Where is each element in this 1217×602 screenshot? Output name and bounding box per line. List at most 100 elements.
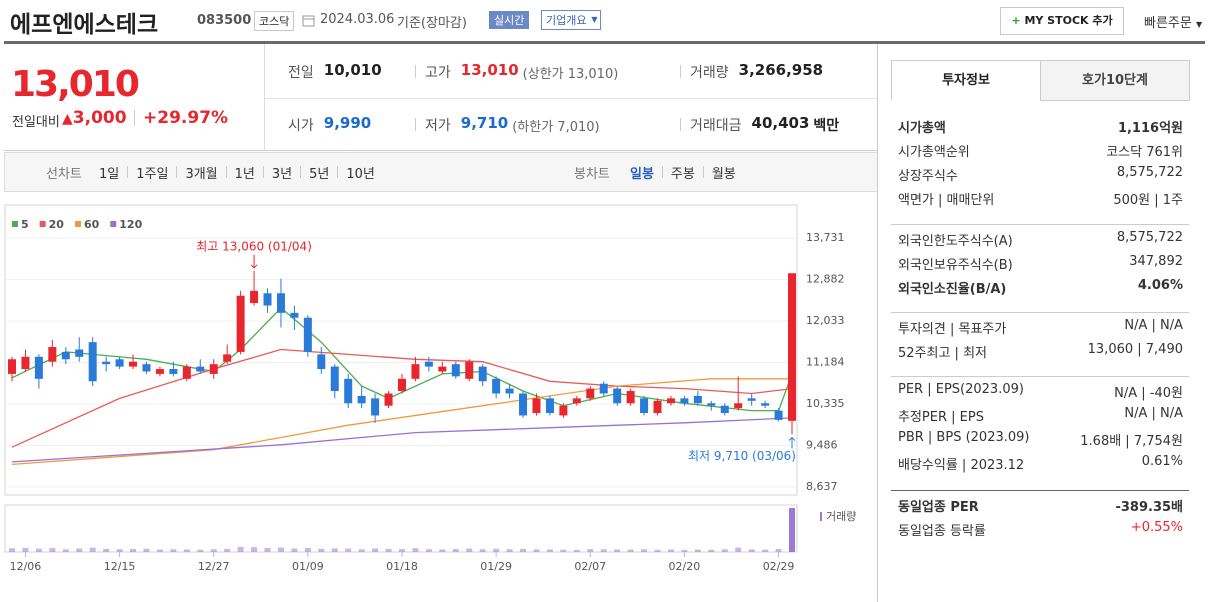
- y-tick-label: 8,637: [806, 480, 838, 493]
- separator: [680, 118, 681, 131]
- volume-bar: [89, 547, 96, 552]
- row-value: N/A | N/A: [1124, 406, 1183, 421]
- row-label: 시가총액순위: [898, 145, 970, 160]
- tab[interactable]: 호가10단계: [1040, 60, 1190, 101]
- volume-bar: [546, 549, 553, 552]
- volume-bar: [304, 548, 311, 552]
- company-info-button[interactable]: 기업개요 ▼: [541, 10, 602, 30]
- separator: [134, 110, 135, 126]
- period-tab[interactable]: 3개월: [185, 167, 218, 182]
- volume-bar: [9, 548, 15, 552]
- candle-body: [102, 361, 111, 365]
- row-label: PER | EPS(2023.09): [898, 382, 1024, 397]
- volume-bar: [600, 549, 607, 552]
- candle-body: [48, 347, 57, 362]
- candle-body: [88, 342, 97, 382]
- candle-body: [209, 364, 218, 374]
- candle-body: [236, 295, 245, 352]
- volume-bar: [331, 548, 338, 552]
- stat-value: 40,403: [751, 114, 810, 132]
- volume-bar: [372, 548, 379, 552]
- separator: [127, 166, 129, 178]
- x-tick-label: 02/07: [574, 560, 606, 573]
- period-tab[interactable]: 1주일: [136, 167, 169, 182]
- candle-body: [276, 293, 285, 313]
- volume-bar: [735, 547, 742, 552]
- period-tab[interactable]: 1일: [99, 167, 120, 182]
- divider: [877, 44, 878, 602]
- quick-order-button[interactable]: 빠른주문 ▼: [1144, 16, 1203, 31]
- row-value: 347,892: [1129, 254, 1183, 269]
- volume-bar: [62, 549, 69, 552]
- quick-order-text: 빠른주문: [1144, 16, 1192, 31]
- volume-bar: [210, 549, 217, 552]
- volume-bar: [264, 547, 271, 552]
- stat-label: 고가: [425, 65, 451, 81]
- candle-body: [182, 366, 191, 379]
- candle-body: [344, 378, 353, 404]
- candle-body: [693, 395, 702, 404]
- volume-bar: [385, 548, 392, 552]
- candle-tab[interactable]: 월봉: [711, 167, 736, 182]
- period-label: 선차트: [46, 167, 82, 182]
- volume-bar: [76, 548, 83, 552]
- volume-legend-swatch: [820, 512, 822, 521]
- candle-body: [357, 395, 366, 404]
- company-info-text: 기업개요: [546, 14, 587, 27]
- candle-body: [303, 317, 312, 352]
- row-label: 외국인소진율(B/A): [898, 282, 1007, 297]
- ma-line: [11, 348, 793, 448]
- market-badge: 코스닥: [254, 11, 295, 31]
- separator: [661, 166, 663, 178]
- change-value: 3,000: [72, 108, 127, 128]
- row-label: 시가총액: [898, 121, 946, 136]
- y-tick-label: 12,033: [806, 314, 845, 327]
- legend-label: 60: [84, 218, 100, 231]
- row-label: 52주최고 | 최저: [898, 346, 987, 361]
- price-panel: [4, 44, 877, 151]
- candle-body: [613, 388, 622, 404]
- legend-swatch: [39, 221, 46, 227]
- candle-body: [196, 366, 205, 372]
- tab[interactable]: 투자정보: [891, 60, 1041, 100]
- realtime-button[interactable]: 실시간: [489, 11, 530, 29]
- separator: [337, 166, 339, 178]
- row-label: 동일업종 등락률: [898, 524, 986, 539]
- candle-body: [492, 378, 501, 394]
- period-tab[interactable]: 10년: [346, 167, 375, 182]
- candle-body: [384, 393, 393, 406]
- row-label: 상장주식수: [898, 169, 958, 184]
- period-tab[interactable]: 5년: [309, 167, 330, 182]
- period-tab[interactable]: 3년: [271, 167, 293, 182]
- volume-bar: [708, 549, 715, 552]
- candle-body: [532, 398, 541, 414]
- change-label: 전일대비: [12, 115, 60, 130]
- candle-body: [451, 364, 460, 377]
- candle-tab[interactable]: 일봉: [630, 167, 654, 182]
- volume-bar: [573, 549, 580, 552]
- period-tab[interactable]: 1년: [234, 167, 255, 182]
- volume-bar: [318, 548, 325, 552]
- candle-tab[interactable]: 주봉: [670, 167, 695, 182]
- volume-bar: [452, 549, 459, 552]
- row-value: 500원 | 1주: [1113, 193, 1183, 208]
- legend-label: 5: [21, 218, 29, 231]
- row-label: 외국인보유주식수(B): [898, 258, 1013, 273]
- section-rule: [891, 312, 1189, 313]
- volume-bar: [560, 549, 567, 552]
- my-stock-button[interactable]: + MY STOCK 추가: [1000, 7, 1124, 35]
- candle-body: [129, 361, 138, 367]
- volume-bar: [681, 549, 688, 552]
- volume-bar: [466, 548, 473, 552]
- x-tick-label: 02/20: [669, 560, 701, 573]
- row-value: N/A | N/A: [1124, 318, 1183, 333]
- candle-body: [263, 293, 272, 306]
- volume-bar: [587, 549, 594, 552]
- separator: [300, 166, 302, 178]
- x-tick-label: 01/09: [292, 560, 324, 573]
- candle-body: [250, 290, 259, 304]
- x-tick-label: 01/18: [386, 560, 418, 573]
- volume-bar: [789, 508, 795, 552]
- stat-value: 9,710: [460, 114, 509, 132]
- candle-body: [572, 398, 581, 404]
